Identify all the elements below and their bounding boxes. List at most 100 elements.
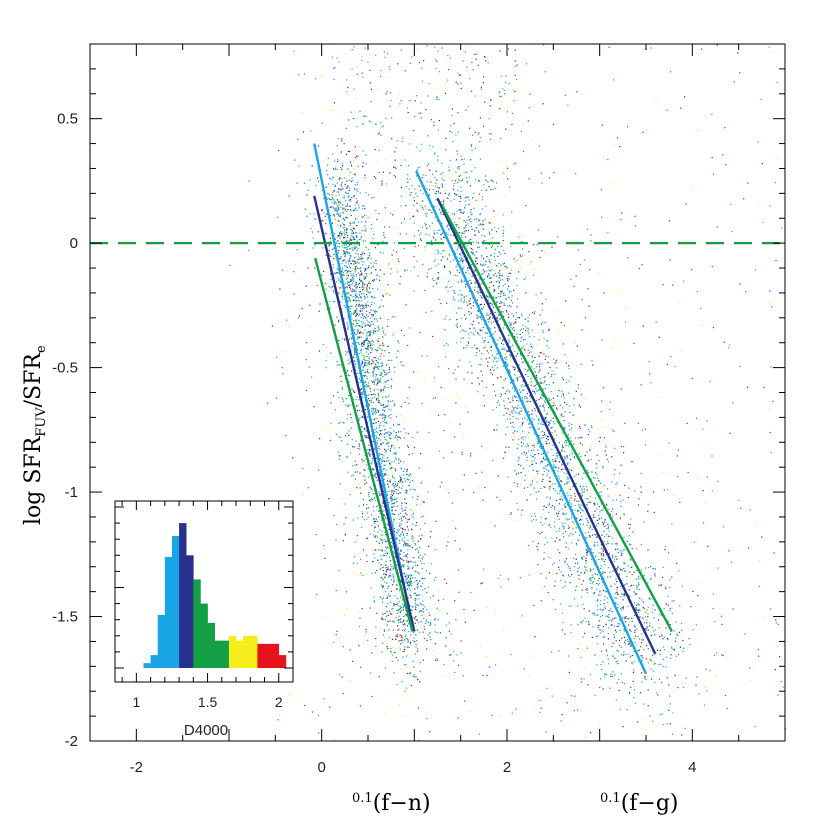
scatter-point [447,211,449,213]
scatter-point [564,585,566,587]
scatter-point [332,248,334,250]
scatter-point [478,304,480,306]
scatter-point [497,287,499,289]
scatter-point [335,242,338,245]
scatter-point [413,447,416,449]
scatter-point [387,603,389,605]
scatter-point [345,517,347,519]
scatter-point [440,213,443,215]
scatter-point [647,613,649,615]
scatter-point [404,624,406,626]
scatter-point [342,398,344,400]
scatter-point [338,279,340,281]
scatter-point [374,526,376,528]
scatter-point [350,235,352,237]
scatter-point [664,545,667,547]
scatter-point [351,318,353,320]
scatter-point [318,350,320,352]
scatter-point [416,504,418,506]
scatter-point [458,307,460,309]
scatter-point [398,530,400,532]
scatter-point [342,222,344,224]
scatter-point [380,494,382,496]
scatter-point [366,555,368,557]
scatter-point [355,315,357,317]
scatter-point [608,553,610,555]
scatter-point [513,350,515,352]
scatter-point [391,316,393,318]
scatter-point [408,646,410,648]
scatter-point [392,484,394,486]
scatter-point [389,533,392,535]
scatter-point [634,635,637,637]
scatter-point [328,498,330,500]
scatter-point [619,550,621,552]
scatter-point [382,409,384,411]
scatter-point [338,203,340,205]
scatter-point [383,630,386,632]
scatter-point [435,239,437,241]
scatter-point [341,267,344,269]
scatter-point [360,350,362,352]
scatter-point [407,181,409,183]
scatter-point [368,358,370,360]
scatter-point [428,545,430,547]
scatter-point [357,336,359,338]
scatter-point [383,386,385,388]
scatter-point [347,245,349,248]
scatter-point [376,463,378,465]
scatter-point [488,269,490,271]
scatter-point [548,503,550,505]
scatter-point [376,437,378,439]
scatter-point [476,315,478,317]
scatter-point [357,200,359,202]
scatter-point [463,227,465,229]
scatter-point [342,227,344,229]
scatter-point [349,375,351,377]
scatter-point [347,323,349,326]
scatter-point [412,540,414,542]
scatter-point [404,498,406,500]
scatter-point [386,364,388,366]
scatter-point [365,430,367,432]
scatter-point [509,354,511,356]
scatter-point [397,258,399,260]
scatter-point [382,585,384,587]
scatter-point [325,346,327,348]
scatter-point [534,311,536,313]
scatter-point [390,537,392,539]
scatter-point [389,435,391,437]
scatter-point [358,403,360,405]
scatter-point [551,432,553,434]
scatter-point [361,221,363,223]
scatter-point [540,521,542,524]
scatter-point [430,563,432,565]
scatter-point [409,605,411,607]
scatter-point [386,281,388,283]
scatter-point [650,668,652,670]
scatter-point [293,271,295,273]
scatter-point [408,623,410,625]
scatter-point [248,249,250,252]
scatter-point [352,571,354,573]
scatter-point [435,659,437,661]
scatter-point [393,430,395,432]
scatter-point [398,462,400,464]
scatter-point [429,632,431,634]
scatter-point [337,321,339,323]
scatter-point [422,556,424,558]
scatter-point [586,537,588,539]
scatter-point [632,671,635,674]
scatter-point [524,417,526,419]
scatter-point [376,442,378,444]
scatter-point [363,428,365,430]
scatter-point [565,512,567,515]
scatter-point [321,122,323,124]
scatter-point [384,518,386,520]
scatter-point [478,289,480,291]
scatter-point [456,249,458,251]
scatter-point [404,646,406,648]
scatter-point [351,234,353,236]
scatter-point [492,296,494,298]
scatter-point [381,429,383,432]
